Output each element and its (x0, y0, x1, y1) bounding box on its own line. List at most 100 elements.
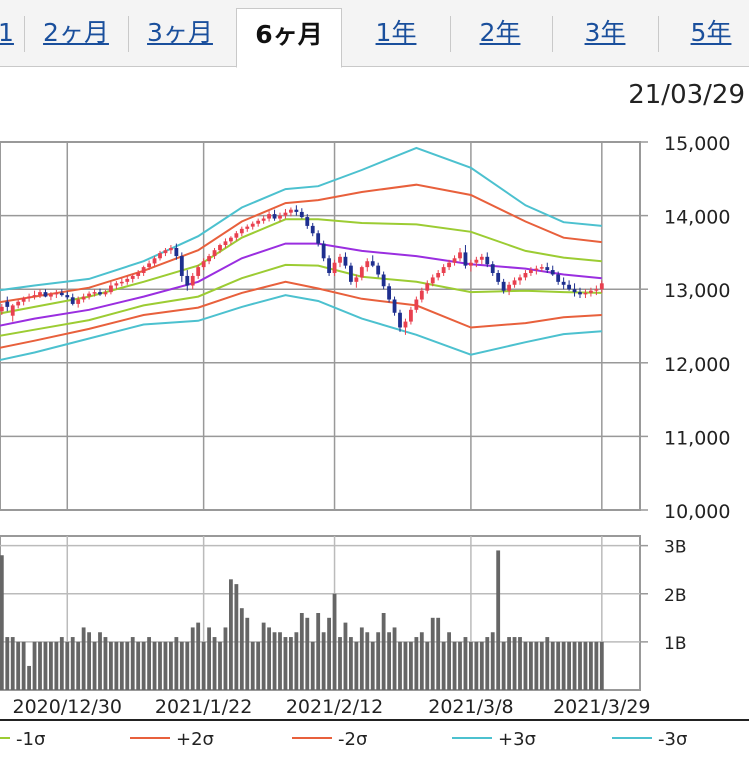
volume-bar (501, 641, 506, 690)
candle-body (452, 258, 457, 263)
volume-bar (359, 627, 364, 690)
minus3-band-line (0, 294, 602, 361)
candle-body (169, 247, 173, 251)
volume-bars (0, 550, 604, 690)
volume-bar (16, 641, 21, 690)
legend-label: -3σ (658, 729, 687, 750)
candle-body (229, 237, 233, 242)
volume-bar (392, 627, 397, 690)
price-axis: 15,000 14,000 13,000 12,000 11,000 10,000 (640, 133, 730, 523)
volume-bar (343, 622, 348, 690)
candle-body (332, 262, 337, 274)
candle-body (289, 209, 293, 213)
volume-bar (398, 641, 402, 690)
candle-body (419, 290, 424, 300)
price-gridlines (0, 141, 641, 511)
candle-body (234, 233, 239, 238)
candle-body (310, 225, 315, 234)
volume-bar (119, 641, 124, 690)
candle-body (534, 268, 539, 271)
candlesticks (0, 205, 604, 335)
candle-body (196, 267, 201, 276)
volume-bar (218, 641, 222, 690)
candle-body (485, 256, 490, 265)
candle-body (207, 256, 211, 262)
tab-period-6[interactable]: 3年 (584, 18, 626, 47)
volume-bar (332, 593, 337, 690)
volume-bar (321, 632, 326, 690)
candle-body (578, 292, 582, 295)
candle-body (278, 215, 282, 219)
volume-bar (196, 622, 201, 690)
volume-bar (299, 613, 304, 690)
volume-bar (234, 584, 239, 690)
candle-body (32, 295, 37, 297)
candle-body (27, 296, 31, 299)
volume-bar (583, 641, 588, 690)
volume-bar (223, 627, 228, 690)
candle-body (54, 292, 59, 295)
volume-bar (572, 641, 577, 690)
volume-bar (381, 613, 386, 690)
candle-body (250, 223, 255, 227)
volume-bar (98, 632, 102, 690)
volume-bar (239, 608, 244, 690)
candle-body (261, 218, 266, 221)
candle-body (21, 298, 26, 302)
date-tick-label: 2021/3/29 (553, 696, 650, 718)
candle-body (272, 214, 277, 219)
candle-body (114, 283, 119, 286)
tab-separator (128, 16, 129, 52)
candle-body (65, 295, 70, 298)
candle-body (152, 258, 157, 264)
volume-bar (539, 641, 544, 690)
candle-body (556, 274, 561, 282)
volume-bar (458, 641, 462, 690)
tab-separator (450, 16, 451, 52)
volume-bar (316, 613, 321, 690)
candle-body (218, 245, 222, 251)
candle-body (447, 262, 451, 268)
volume-bar (441, 641, 446, 690)
candle-body (283, 212, 288, 216)
volume-bar (250, 641, 255, 690)
volume-bar (578, 641, 582, 690)
volume-bar (59, 637, 64, 690)
as-of-date: 21/03/29 (628, 80, 745, 110)
minus1-band-line (0, 263, 602, 337)
price-tick-label: 14,000 (664, 207, 730, 229)
volume-bar (212, 637, 217, 690)
candle-body (441, 267, 446, 274)
candle-body (387, 286, 391, 300)
price-tick-label: 12,000 (664, 354, 730, 376)
candle-body (239, 228, 244, 234)
candle-body (136, 273, 141, 276)
volume-tick-label: 2B (664, 586, 686, 606)
price-tick-label: 11,000 (664, 427, 730, 449)
tab-period-3[interactable]: 6ヶ月 (236, 8, 342, 68)
volume-bar (256, 641, 261, 690)
tab-period-5[interactable]: 2年 (479, 18, 521, 47)
volume-bar (21, 641, 26, 690)
volume-bar (518, 637, 522, 690)
volume-bar (523, 641, 528, 690)
candle-body (381, 274, 386, 287)
volume-bar (49, 641, 53, 690)
candle-body (109, 285, 113, 293)
tab-period-2[interactable]: 3ヶ月 (147, 18, 213, 47)
tab-period-1[interactable]: 2ヶ月 (43, 18, 109, 47)
volume-bar (327, 617, 331, 690)
candle-body (349, 265, 353, 282)
period-tab-bar: 1 2ヶ月 3ヶ月 6ヶ月 1年 2年 3年 5年 (0, 0, 749, 68)
candle-body (98, 292, 102, 295)
tab-period-7[interactable]: 5年 (690, 18, 732, 47)
candle-body (43, 292, 48, 297)
volume-bar (125, 641, 130, 690)
tab-separator (24, 16, 25, 52)
volume-bar (594, 641, 599, 690)
candle-body (212, 250, 217, 257)
tab-period-0[interactable]: 1 (0, 18, 14, 47)
tab-period-4[interactable]: 1年 (375, 18, 417, 47)
candle-body (16, 301, 21, 306)
